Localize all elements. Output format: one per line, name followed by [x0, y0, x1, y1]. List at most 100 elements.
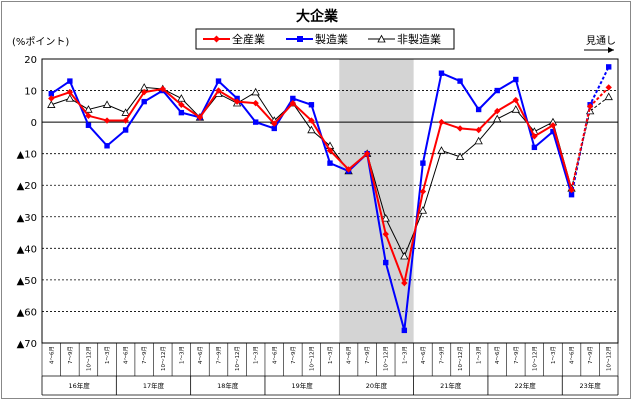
data-point	[400, 251, 409, 260]
x-tick-label: 4～6月	[569, 346, 576, 364]
fiscal-year-label: 18年度	[217, 381, 239, 390]
x-tick-label: 4～6月	[420, 346, 427, 364]
data-point	[531, 144, 538, 151]
data-point	[215, 87, 222, 94]
x-tick-label: 10～12月	[308, 346, 315, 371]
fiscal-year-label: 23年度	[579, 381, 601, 390]
x-tick-label: 4～6月	[494, 346, 501, 364]
x-tick-label: 4～6月	[197, 346, 204, 364]
data-point	[48, 91, 54, 97]
data-point	[475, 106, 482, 113]
data-point	[568, 191, 575, 198]
legend: 全産業 製造業 非製造業	[195, 28, 455, 50]
data-point	[586, 103, 594, 110]
data-point	[307, 125, 316, 134]
data-point	[531, 133, 538, 140]
shaded-period	[339, 59, 414, 343]
data-point	[252, 99, 259, 107]
series-line	[50, 71, 573, 331]
legend-label-all: 全産業	[232, 32, 265, 46]
y-tick-label: ▲40	[17, 244, 37, 255]
data-point	[289, 99, 297, 107]
data-point	[102, 100, 112, 108]
data-point	[512, 96, 520, 104]
x-tick-label: 10～12月	[160, 346, 167, 371]
data-point	[215, 78, 222, 84]
data-point	[513, 76, 519, 83]
data-point	[326, 147, 334, 154]
data-point	[104, 143, 110, 149]
data-point	[141, 98, 147, 105]
y-tick-label: 10	[24, 87, 37, 98]
series-1	[48, 84, 612, 287]
x-tick-label: 7～9月	[438, 346, 445, 364]
gridlines	[42, 90, 618, 312]
data-point	[438, 118, 445, 126]
y-tick-label: ▲60	[17, 307, 37, 318]
x-tick-label: 4～6月	[271, 346, 278, 364]
x-tick-label: 4～6月	[48, 346, 55, 364]
data-point	[568, 186, 575, 194]
legend-marker-all	[213, 35, 220, 43]
y-tick-label: ▲50	[17, 276, 37, 287]
x-tick-label: 7～9月	[364, 346, 371, 364]
x-tick-label: 4～6月	[123, 346, 130, 364]
data-point	[121, 108, 130, 116]
x-tick-label: 10～12月	[383, 346, 390, 371]
y-tick-label: 0	[31, 118, 37, 129]
forecast-annotation: 見通し	[584, 35, 616, 53]
data-point	[308, 117, 315, 124]
data-point	[493, 114, 502, 123]
x-tick-label: 1～3月	[550, 346, 557, 364]
data-point	[437, 146, 446, 154]
data-point	[67, 78, 73, 84]
data-point	[47, 100, 56, 108]
series-2	[48, 64, 612, 334]
legend-label-nonmfg: 非製造業	[397, 32, 441, 46]
data-point	[159, 85, 166, 93]
fiscal-year-label: 17年度	[143, 381, 165, 390]
y-tick-label: ▲30	[17, 213, 37, 224]
data-point	[308, 102, 315, 108]
legend-marker-nonmfg	[377, 34, 386, 43]
data-point	[605, 84, 612, 91]
data-point	[363, 150, 371, 157]
x-tick-label: 7～9月	[67, 346, 74, 364]
data-point	[140, 88, 148, 96]
data-point	[456, 125, 464, 132]
x-tick-label: 1～3月	[476, 346, 483, 364]
data-point	[418, 206, 428, 214]
data-point	[382, 230, 389, 238]
fiscal-year-label: 16年度	[69, 381, 91, 390]
data-point	[48, 95, 55, 102]
legend-label-mfg: 製造業	[315, 32, 348, 46]
data-point	[66, 88, 74, 96]
data-point	[494, 87, 500, 94]
data-point	[196, 114, 204, 121]
forecast-arrow-head	[608, 47, 614, 53]
data-point	[271, 120, 278, 127]
data-point	[457, 78, 463, 84]
data-point	[233, 98, 241, 105]
x-tick-label: 7～9月	[513, 346, 520, 364]
fiscal-year-label: 19年度	[291, 381, 313, 390]
series-layer	[47, 64, 613, 334]
x-tick-label: 7～9月	[290, 346, 297, 364]
data-point	[511, 105, 520, 113]
chart-title: 大企業	[296, 8, 339, 25]
data-point	[474, 136, 483, 145]
data-point	[65, 94, 75, 102]
data-point	[85, 122, 92, 128]
data-point	[103, 117, 111, 124]
data-point	[177, 94, 186, 102]
x-tick-label: 7～9月	[141, 346, 148, 364]
data-point	[606, 64, 612, 70]
fiscal-year-label: 22年度	[514, 381, 536, 390]
y-tick-label: 20	[24, 55, 37, 66]
data-point	[383, 259, 389, 266]
data-point	[271, 125, 277, 132]
data-point	[251, 87, 260, 96]
data-point	[327, 160, 333, 166]
